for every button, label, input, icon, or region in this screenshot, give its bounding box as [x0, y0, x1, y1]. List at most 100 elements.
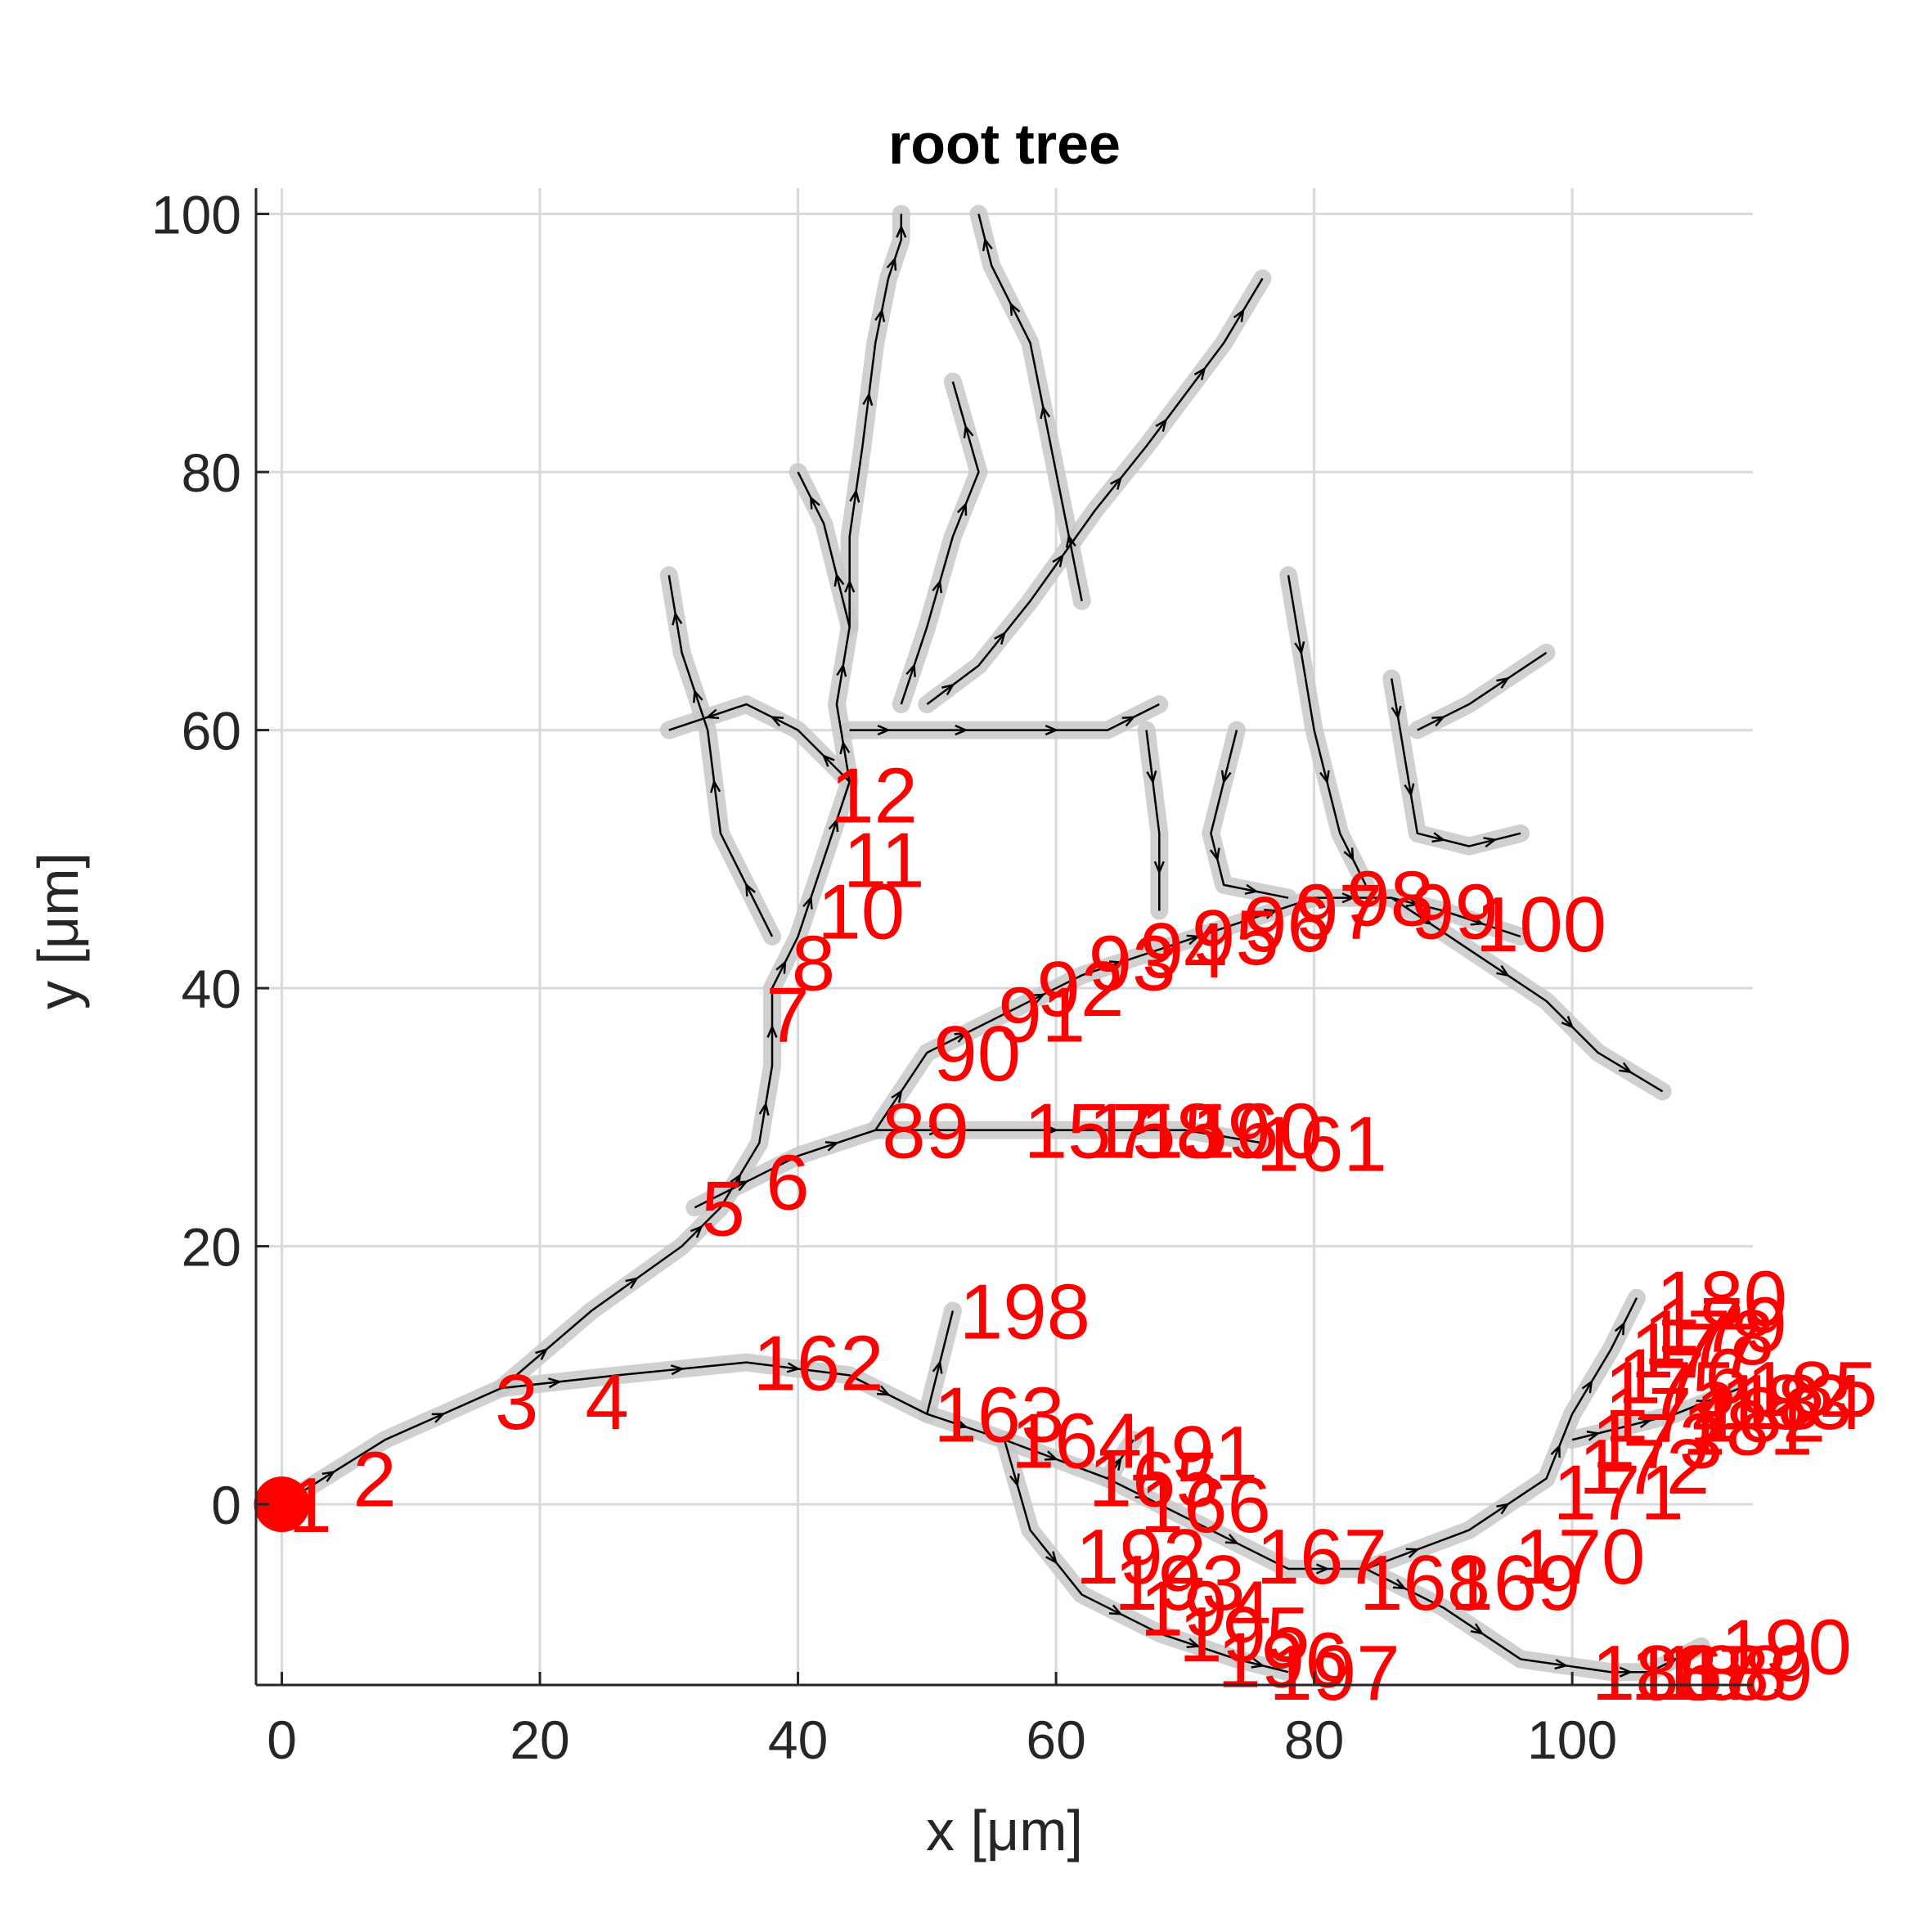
direction-arrow — [710, 779, 721, 793]
direction-arrow — [1052, 554, 1064, 568]
y-tick-label: 100 — [151, 185, 241, 245]
direction-arrow — [1209, 847, 1220, 862]
direction-arrow — [932, 579, 943, 594]
node-label: 98 — [1346, 856, 1434, 943]
direction-arrow — [1405, 896, 1420, 907]
direction-arrow — [1496, 676, 1510, 689]
node-label: 8 — [792, 920, 835, 1008]
direction-arrow — [982, 236, 993, 252]
node-label: 184 — [1733, 1359, 1864, 1446]
node-label: 195 — [1179, 1591, 1310, 1678]
direction-arrow — [1045, 724, 1059, 736]
node-label: 160 — [1192, 1088, 1323, 1175]
direction-arrow — [876, 1385, 891, 1396]
direction-arrow — [1341, 892, 1356, 904]
node-label: 93 — [1089, 920, 1176, 1008]
direction-arrow — [1045, 1551, 1058, 1565]
node-label: 179 — [1656, 1281, 1787, 1368]
direction-arrow — [1418, 913, 1433, 926]
branch-edge — [694, 1129, 1263, 1209]
node-label: 180 — [1656, 1256, 1787, 1343]
node-label: 172 — [1579, 1423, 1710, 1511]
direction-arrow — [321, 1470, 336, 1482]
node-label: 91 — [998, 972, 1085, 1059]
node-label: 10 — [817, 868, 905, 955]
direction-arrow — [775, 959, 787, 974]
node-label: 89 — [882, 1088, 969, 1175]
node-label: 161 — [1256, 1100, 1387, 1188]
direction-arrow — [1470, 1623, 1485, 1635]
node-label: 187 — [1630, 1629, 1761, 1717]
node-label: 185 — [1746, 1346, 1877, 1433]
direction-arrow — [932, 1359, 943, 1374]
node-label: 94 — [1140, 907, 1228, 995]
direction-arrow — [955, 724, 968, 736]
node-label: 183 — [1721, 1359, 1852, 1446]
direction-arrow — [1045, 1450, 1059, 1461]
axes: 0 20 40 60 80 100 0 20 40 60 80 100 — [151, 185, 1753, 1770]
node-label: 169 — [1449, 1539, 1580, 1627]
node-label: 166 — [1140, 1462, 1271, 1549]
direction-arrow — [1496, 964, 1510, 977]
direction-arrow — [1431, 716, 1446, 727]
node-label: 178 — [1643, 1294, 1774, 1382]
direction-arrow — [1186, 1638, 1201, 1649]
direction-arrow — [1614, 1321, 1625, 1336]
direction-arrow — [1391, 705, 1402, 720]
node-label: 167 — [1256, 1513, 1387, 1601]
node-label: 163 — [933, 1372, 1064, 1459]
direction-arrow — [1135, 1125, 1149, 1136]
node-label: 194 — [1140, 1565, 1271, 1652]
direction-arrow — [547, 1377, 562, 1389]
direction-arrow — [672, 611, 683, 626]
direction-arrow — [954, 1418, 968, 1429]
direction-arrow — [670, 1364, 685, 1376]
node-label: 173 — [1592, 1397, 1723, 1485]
node-label: 181 — [1682, 1384, 1813, 1471]
node-label: 165 — [1089, 1436, 1220, 1524]
node-label: 2 — [353, 1436, 396, 1524]
direction-arrow — [1470, 915, 1485, 926]
x-tick-label: 40 — [768, 1710, 828, 1770]
direction-arrow — [809, 495, 820, 510]
branch-edge — [1391, 678, 1521, 847]
node-label: 190 — [1721, 1604, 1852, 1692]
x-tick-label: 0 — [267, 1710, 297, 1770]
node-label: 99 — [1411, 868, 1498, 955]
direction-arrow — [1316, 1563, 1330, 1575]
node-labels: 1 23 45 67810111289909192939495969798991001… — [289, 752, 1878, 1717]
node-label: 6 — [766, 1139, 809, 1227]
node-label: 175 — [1605, 1346, 1736, 1433]
root-node-marker — [254, 1476, 310, 1533]
direction-arrow — [1155, 418, 1168, 432]
node-label: 12 — [830, 752, 918, 839]
direction-arrow — [828, 817, 839, 833]
direction-arrow — [745, 883, 756, 896]
direction-arrow — [1319, 770, 1330, 784]
node-label: 191 — [1127, 1410, 1258, 1498]
direction-arrow — [1586, 1430, 1601, 1441]
branch-edge — [849, 703, 1160, 731]
node-label: 4 — [585, 1359, 628, 1446]
direction-arrow — [1040, 405, 1051, 420]
branch-edge — [1145, 730, 1161, 911]
direction-arrow — [874, 308, 886, 322]
direction-arrow — [954, 1031, 968, 1043]
direction-arrow — [886, 256, 897, 271]
direction-arrow — [1193, 366, 1206, 380]
direction-arrow — [1224, 1534, 1239, 1544]
node-label: 171 — [1553, 1449, 1684, 1536]
node-label: 92 — [1037, 946, 1125, 1033]
direction-arrow — [963, 424, 974, 438]
direction-arrow — [928, 1125, 943, 1136]
direction-arrow — [836, 663, 847, 677]
y-tick-label: 20 — [182, 1217, 241, 1278]
direction-arrow — [862, 392, 874, 407]
direction-arrow — [1009, 302, 1021, 317]
direction-arrow — [1110, 476, 1122, 490]
x-tick-label: 60 — [1026, 1710, 1085, 1770]
node-label: 157 — [1024, 1088, 1155, 1175]
direction-arrow — [535, 1347, 549, 1360]
node-label: 3 — [495, 1359, 538, 1446]
direction-arrow — [891, 1089, 903, 1103]
